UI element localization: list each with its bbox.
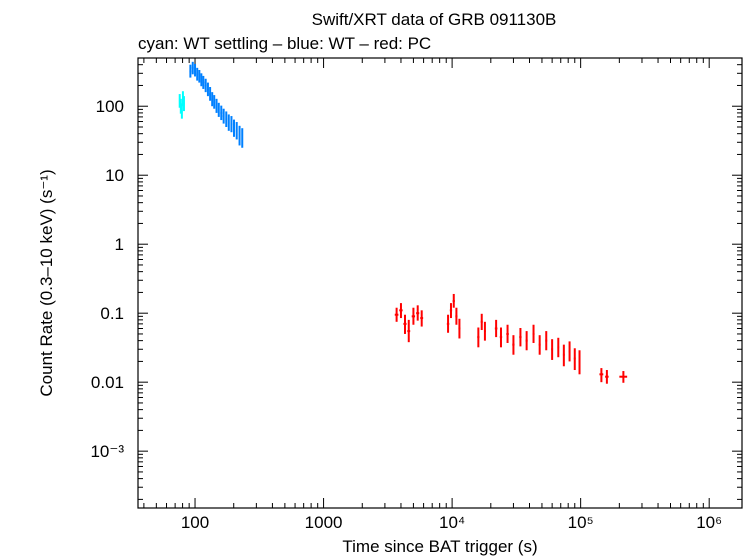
data-point	[222, 108, 225, 124]
data-point	[225, 111, 228, 127]
data-point	[238, 125, 241, 146]
data-point	[194, 63, 197, 77]
x-tick-label: 10⁵	[568, 513, 594, 532]
data-point	[494, 319, 498, 338]
series-wt	[189, 61, 244, 148]
data-point	[200, 73, 203, 87]
data-point	[557, 337, 560, 358]
data-point	[446, 314, 450, 333]
data-point	[619, 371, 628, 383]
data-point	[573, 348, 576, 371]
y-tick-label: 10	[105, 166, 124, 185]
data-point	[227, 114, 230, 131]
x-axis-label: Time since BAT trigger (s)	[342, 537, 537, 556]
data-point	[230, 116, 233, 133]
data-point	[233, 119, 236, 137]
chart-title: Swift/XRT data of GRB 091130B	[312, 10, 557, 29]
data-point	[394, 307, 399, 322]
data-point	[213, 95, 216, 109]
data-point	[562, 344, 565, 367]
y-axis-label: Count Rate (0.3–10 keV) (s⁻¹)	[37, 169, 56, 396]
data-point	[241, 128, 244, 148]
data-point	[209, 86, 212, 101]
data-point	[220, 105, 223, 121]
y-tick-label: 100	[96, 97, 124, 116]
data-point	[480, 313, 483, 331]
x-tick-label: 1000	[305, 513, 343, 532]
data-point	[206, 82, 209, 97]
data-point	[599, 368, 604, 383]
series-wt-settling	[178, 91, 185, 119]
data-point	[512, 335, 515, 355]
data-point	[211, 92, 214, 107]
data-point	[407, 319, 411, 343]
series-pc	[394, 293, 628, 384]
data-point	[455, 307, 458, 325]
y-axis-ticks: 100 10 1 0.1 0.01 10⁻³	[90, 64, 742, 500]
chart-subtitle: cyan: WT settling – blue: WT – red: PC	[138, 34, 431, 53]
data-point	[235, 122, 238, 140]
data-point	[506, 324, 509, 343]
data-point	[420, 310, 424, 327]
data-point	[198, 69, 201, 83]
data-point	[411, 307, 416, 325]
data-point	[202, 75, 205, 89]
data-point	[196, 67, 199, 81]
y-tick-label: 0.1	[100, 304, 124, 323]
y-tick-label: 1	[115, 235, 124, 254]
data-point	[458, 318, 461, 339]
y-tick-label: 0.01	[91, 373, 124, 392]
data-point	[477, 327, 480, 348]
data-point	[204, 78, 207, 93]
data-point	[182, 96, 185, 112]
x-tick-label: 100	[181, 513, 209, 532]
x-tick-label: 10⁶	[696, 513, 722, 532]
data-point	[525, 331, 528, 351]
x-axis-ticks: 100 1000 10⁴ 10⁵ 10⁶	[143, 58, 722, 532]
data-point	[403, 314, 407, 334]
data-point	[399, 303, 403, 319]
data-point	[605, 370, 609, 384]
y-tick-label: 10⁻³	[90, 442, 124, 461]
data-point	[551, 339, 554, 360]
data-point	[483, 321, 486, 341]
data-point	[578, 350, 581, 375]
data-point	[180, 103, 183, 119]
data-point	[189, 64, 192, 78]
data-point	[545, 331, 548, 351]
x-tick-label: 10⁴	[439, 513, 465, 532]
data-point	[568, 341, 571, 362]
data-point	[217, 102, 220, 117]
data-point	[499, 327, 503, 348]
data-point	[191, 61, 194, 75]
data-point	[452, 293, 455, 308]
data-point	[538, 335, 541, 355]
data-point	[519, 327, 522, 347]
data-series	[178, 61, 628, 384]
data-point	[416, 305, 420, 321]
data-point	[449, 303, 453, 319]
data-point	[215, 98, 218, 113]
data-point	[532, 324, 535, 343]
